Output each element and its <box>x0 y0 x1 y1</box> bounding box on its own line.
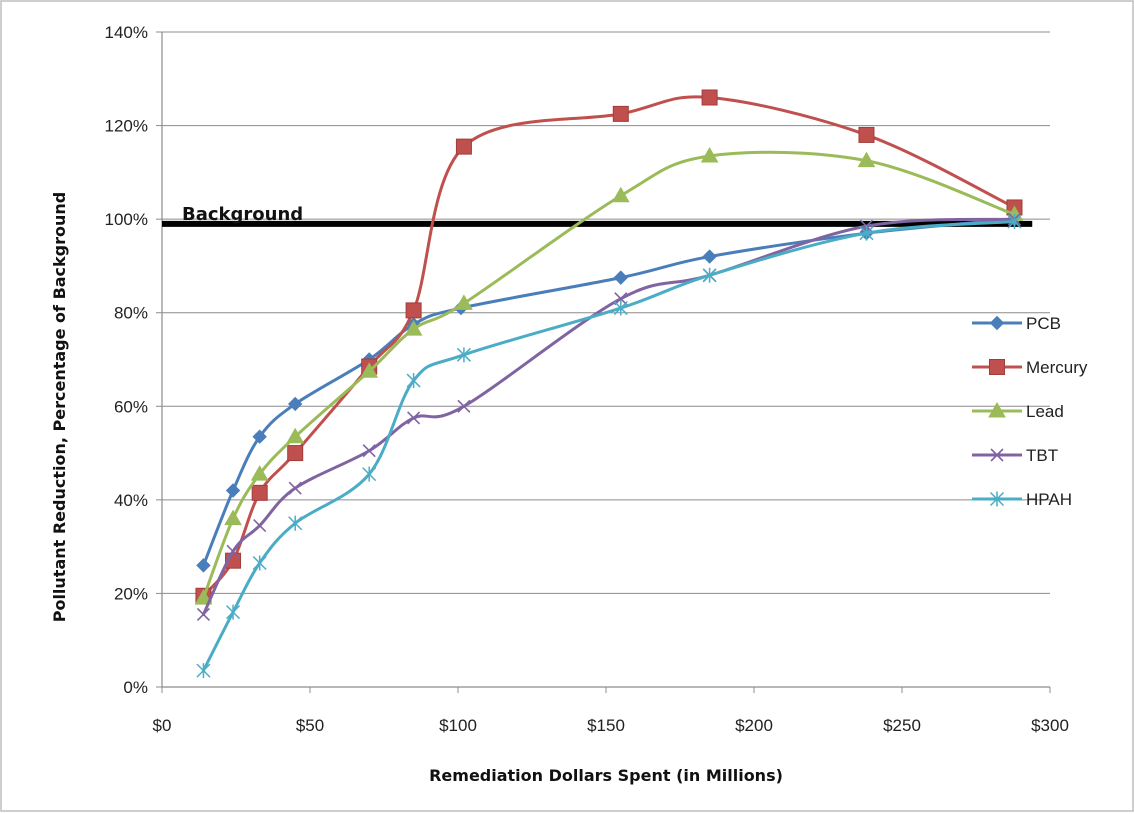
point-pcb-1 <box>225 483 241 498</box>
x-tick-label-0: $0 <box>153 716 172 735</box>
point-lead-1 <box>224 509 242 526</box>
point-pcb-0 <box>196 558 211 573</box>
point-hpah-10 <box>1007 213 1022 229</box>
point-hpah-7 <box>613 300 628 316</box>
point-lead-2 <box>250 465 269 481</box>
x-tick-label-2: $100 <box>439 716 477 735</box>
legend-item-tbt: TBT <box>972 446 1058 465</box>
series-group <box>194 89 1024 679</box>
point-tbt-6 <box>457 399 471 413</box>
point-pcb-3 <box>287 396 303 412</box>
y-tick-label-3: 60% <box>114 397 148 416</box>
point-lead-9 <box>857 151 876 168</box>
series-lead <box>194 146 1024 605</box>
x-tick-label-3: $150 <box>587 716 625 735</box>
point-lead-7 <box>611 186 630 203</box>
y-tick-label-7: 140% <box>105 23 148 42</box>
point-pcb-7 <box>613 270 629 285</box>
legend-marker-lead <box>988 401 1006 418</box>
legend-item-mercury: Mercury <box>972 358 1088 377</box>
legend-label-mercury: Mercury <box>1026 358 1088 377</box>
y-tick-label-4: 80% <box>114 304 148 323</box>
point-tbt-0 <box>196 607 211 622</box>
point-lead-5 <box>404 320 423 336</box>
point-pcb-2 <box>252 429 267 444</box>
background-label: Background <box>182 204 303 225</box>
y-tick-label-5: 100% <box>105 210 148 229</box>
point-tbt-7 <box>614 292 628 306</box>
point-lead-3 <box>286 427 305 444</box>
point-tbt-4 <box>362 444 376 458</box>
point-mercury-5 <box>405 302 422 319</box>
point-mercury-2 <box>251 484 268 501</box>
point-hpah-6 <box>456 347 471 363</box>
point-pcb-8 <box>702 249 717 264</box>
y-tick-label-1: 20% <box>114 584 148 603</box>
tick-labels: 0% 20% 40% 60% 80% 100% 120% 140% $0 $50 $100 $150 $… <box>105 23 1069 735</box>
point-hpah-2 <box>252 555 267 571</box>
point-mercury-9 <box>858 126 875 143</box>
axes <box>156 31 1051 693</box>
point-hpah-5 <box>406 373 421 389</box>
point-mercury-8 <box>701 89 718 106</box>
legend-item-hpah: HPAH <box>972 490 1072 509</box>
legend-label-lead: Lead <box>1026 402 1064 421</box>
point-tbt-1 <box>226 544 240 558</box>
x-axis-title: Remediation Dollars Spent (in Millions) <box>429 766 783 785</box>
x-tick-label-4: $200 <box>735 716 773 735</box>
point-hpah-1 <box>226 604 241 620</box>
point-hpah-3 <box>288 515 303 531</box>
point-lead-0 <box>194 589 213 605</box>
point-hpah-9 <box>859 225 874 241</box>
y-axis-title: Pollutant Reduction, Percentage of Backg… <box>50 192 69 623</box>
point-lead-8 <box>700 146 719 163</box>
point-hpah-4 <box>362 466 377 482</box>
point-mercury-7 <box>612 105 629 122</box>
point-hpah-8 <box>702 267 717 283</box>
point-tbt-3 <box>288 481 302 495</box>
point-hpah-0 <box>196 663 211 679</box>
legend-marker-mercury <box>989 359 1005 375</box>
gridlines <box>162 31 1050 594</box>
legend: PCB Mercury Lead TBT HPAH <box>972 314 1088 509</box>
legend-marker-tbt <box>990 448 1004 462</box>
point-mercury-6 <box>455 138 472 155</box>
point-tbt-5 <box>407 411 421 425</box>
legend-item-pcb: PCB <box>972 314 1061 333</box>
point-mercury-3 <box>287 445 304 462</box>
series-hpah <box>196 213 1022 679</box>
legend-marker-pcb <box>989 315 1005 331</box>
legend-label-hpah: HPAH <box>1026 490 1072 509</box>
point-lead-4 <box>360 362 379 378</box>
y-tick-label-0: 0% <box>123 678 148 697</box>
x-tick-label-6: $300 <box>1031 716 1069 735</box>
y-tick-label-6: 120% <box>105 117 148 136</box>
x-tick-label-1: $50 <box>296 716 324 735</box>
legend-marker-hpah <box>989 491 1005 507</box>
point-tbt-2 <box>253 519 267 533</box>
point-lead-6 <box>455 294 473 310</box>
legend-label-tbt: TBT <box>1026 446 1058 465</box>
legend-item-lead: Lead <box>972 401 1064 421</box>
y-tick-label-2: 40% <box>114 491 148 510</box>
x-tick-label-5: $250 <box>883 716 921 735</box>
legend-label-pcb: PCB <box>1026 314 1061 333</box>
